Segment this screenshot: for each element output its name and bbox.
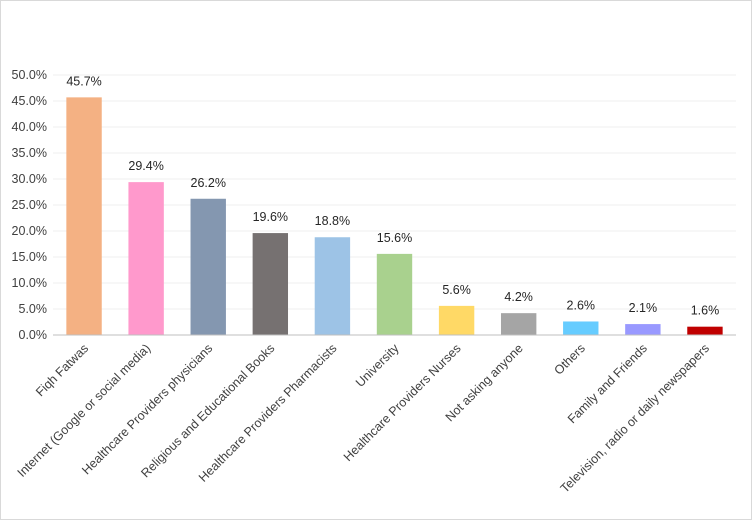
- category-label: Religious and Educational Books: [138, 341, 277, 480]
- bar: [500, 313, 537, 335]
- bar: [252, 233, 289, 335]
- category-label: Healthcare Providers Pharmacists: [196, 341, 340, 485]
- data-label: 29.4%: [128, 159, 163, 173]
- data-label: 18.8%: [315, 214, 350, 228]
- y-tick-label: 0.0%: [19, 328, 48, 342]
- data-labels: 45.7% 29.4% 26.2% 19.6% 18.8% 15.6% 5.6% 4.2% 2.…: [66, 74, 719, 317]
- y-tick-label: 40.0%: [12, 120, 47, 134]
- category-label: Internet (Google or social media): [15, 341, 154, 480]
- gridlines: [53, 74, 736, 310]
- category-label: Healthcare Providers physicians: [79, 341, 215, 477]
- y-tick-label: 15.0%: [12, 250, 47, 264]
- bar: [563, 321, 599, 335]
- y-tick-label: 5.0%: [19, 302, 48, 316]
- y-tick-label: 50.0%: [12, 68, 47, 82]
- category-label: Others: [551, 341, 587, 377]
- y-tick-label: 30.0%: [12, 172, 47, 186]
- bar: [625, 324, 661, 335]
- data-label: 26.2%: [191, 176, 226, 190]
- bar: [314, 237, 351, 335]
- y-tick-label: 45.0%: [12, 94, 47, 108]
- y-tick-label: 35.0%: [12, 146, 47, 160]
- bar: [438, 305, 475, 335]
- bar: [687, 326, 723, 335]
- category-label: Fiqh Fatwas: [33, 341, 91, 399]
- data-label: 5.6%: [442, 283, 471, 297]
- data-label: 45.7%: [66, 74, 101, 88]
- bar: [128, 182, 164, 335]
- data-label: 19.6%: [253, 210, 288, 224]
- bar: [376, 253, 413, 335]
- data-label: 2.6%: [567, 298, 596, 312]
- bar: [66, 97, 102, 335]
- data-label: 1.6%: [691, 304, 720, 318]
- y-tick-label: 25.0%: [12, 198, 47, 212]
- category-label: Healthcare Providers Nurses: [341, 341, 464, 464]
- data-label: 2.1%: [629, 301, 658, 315]
- bar: [190, 198, 226, 335]
- y-tick-label: 20.0%: [12, 224, 47, 238]
- data-label: 4.2%: [504, 290, 533, 304]
- y-tick-label: 10.0%: [12, 276, 47, 290]
- bars: [66, 97, 723, 335]
- data-label: 15.6%: [377, 231, 412, 245]
- y-axis: 0.0% 5.0% 10.0% 15.0% 20.0% 25.0% 30.0% 35.0% 40…: [12, 68, 47, 342]
- category-label: University: [353, 341, 402, 390]
